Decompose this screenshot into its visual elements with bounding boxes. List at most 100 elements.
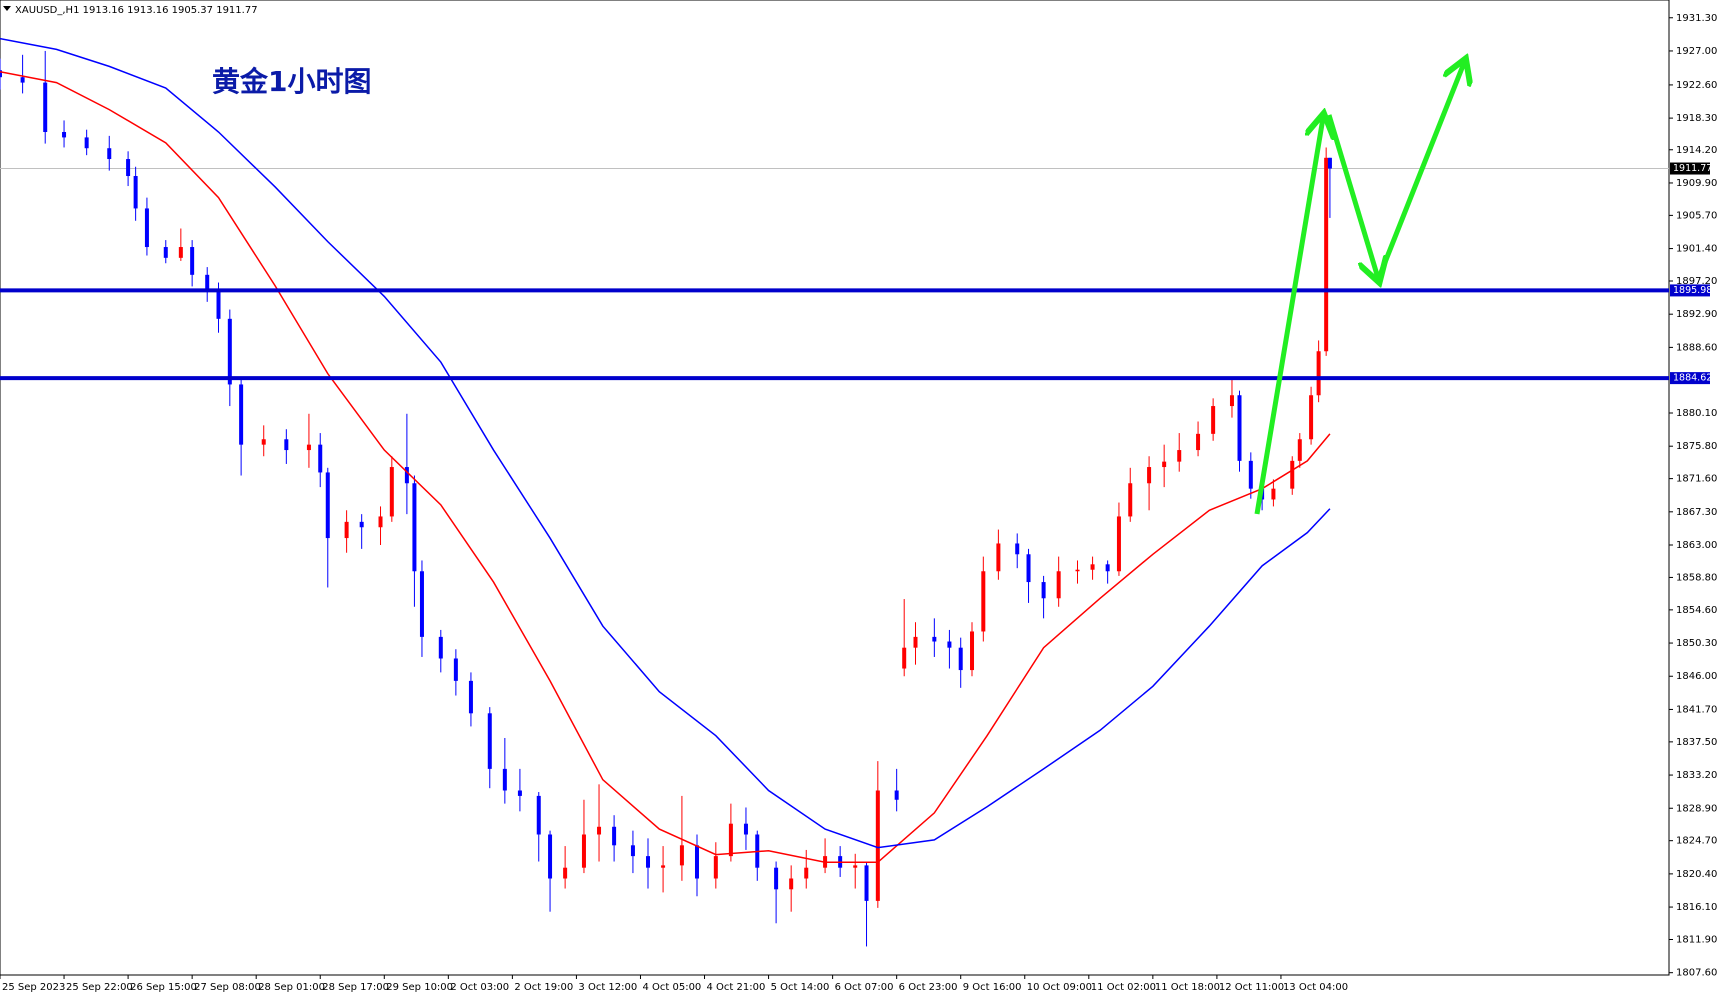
candle-body <box>517 790 522 796</box>
x-tick-label: 11 Oct 02:00 <box>1091 982 1156 993</box>
candle-body <box>804 867 809 879</box>
y-tick-label: 1880.10 <box>1676 408 1717 419</box>
candle-body <box>1309 395 1314 440</box>
candle-body <box>646 856 651 868</box>
x-tick-label: 28 Sep 17:00 <box>322 982 389 993</box>
candle-body <box>1075 569 1080 572</box>
candle-body <box>958 647 963 671</box>
x-tick-label: 25 Sep 2023 <box>2 982 65 993</box>
candle-body <box>932 636 937 642</box>
candle-body <box>412 483 417 572</box>
candle-body <box>1116 516 1121 572</box>
x-tick-label: 6 Oct 07:00 <box>835 982 894 993</box>
candle-body <box>1041 582 1046 599</box>
candle-body <box>1324 157 1329 352</box>
y-tick-label: 1905.70 <box>1676 210 1717 221</box>
candle-body <box>1248 460 1253 489</box>
chart-title: XAUUSD_,H1 1913.16 1913.16 1905.37 1911.… <box>15 5 258 16</box>
y-tick-label: 1918.30 <box>1676 113 1717 124</box>
y-tick-label: 1824.70 <box>1676 836 1717 847</box>
candle-body <box>468 680 473 714</box>
y-tick-label: 1871.60 <box>1676 474 1717 485</box>
x-tick-label: 10 Oct 09:00 <box>1027 982 1092 993</box>
x-tick-label: 26 Sep 15:00 <box>130 982 197 993</box>
candle-body <box>743 823 748 835</box>
y-tick-label: 1901.40 <box>1676 244 1717 255</box>
candle-body <box>62 132 67 138</box>
candle-body <box>133 176 138 209</box>
candle-body <box>1056 571 1061 599</box>
candle-body <box>239 384 244 445</box>
candle-body <box>661 865 666 868</box>
candle-body <box>453 658 458 681</box>
y-tick-label: 1846.00 <box>1676 671 1717 682</box>
candle-body <box>581 834 586 868</box>
candle-body <box>378 516 383 528</box>
candle-body <box>612 826 617 846</box>
level-tag <box>1670 372 1710 385</box>
y-tick-label: 1807.60 <box>1676 968 1717 979</box>
candle-body <box>126 159 131 177</box>
level-tag <box>1670 284 1710 297</box>
candle-body <box>389 467 394 517</box>
candle-body <box>679 845 684 866</box>
x-tick-label: 13 Oct 04:00 <box>1283 982 1348 993</box>
candle-body <box>487 713 492 769</box>
candle-body <box>216 291 221 319</box>
candle-body <box>1297 439 1302 461</box>
candle-body <box>1128 483 1133 517</box>
candle-body <box>318 444 323 473</box>
x-tick-label: 11 Oct 18:00 <box>1155 982 1220 993</box>
candle-body <box>597 826 602 835</box>
y-tick-label: 1820.40 <box>1676 869 1717 880</box>
x-tick-label: 12 Oct 11:00 <box>1219 982 1284 993</box>
candle-body <box>0 70 2 78</box>
y-tick-label: 1858.80 <box>1676 572 1717 583</box>
header-icon <box>3 6 11 11</box>
candle-body <box>902 647 907 669</box>
x-tick-label: 2 Oct 19:00 <box>514 982 573 993</box>
plot-layer <box>0 37 1669 947</box>
candle-body <box>404 467 409 484</box>
y-tick-label: 1828.90 <box>1676 803 1717 814</box>
moving-average <box>0 71 1331 864</box>
arrow-down <box>1326 114 1378 278</box>
y-tick-label: 1909.90 <box>1676 178 1717 189</box>
y-tick-label: 1854.60 <box>1676 605 1717 616</box>
candle-body <box>163 247 168 258</box>
y-tick-label: 1850.30 <box>1676 638 1717 649</box>
candle-body <box>344 521 349 539</box>
candle-body <box>1026 554 1031 583</box>
arrow-up <box>1375 63 1464 281</box>
candle-body <box>1015 543 1020 555</box>
candle-body <box>1211 406 1216 434</box>
x-tick-label: 29 Sep 10:00 <box>386 982 453 993</box>
candle-body <box>947 641 952 648</box>
x-tick-label: 27 Sep 08:00 <box>194 982 261 993</box>
candle-body <box>261 439 266 445</box>
candle-body <box>694 845 699 879</box>
x-tick-label: 28 Sep 01:00 <box>258 982 325 993</box>
x-tick-label: 5 Oct 14:00 <box>771 982 830 993</box>
candle-body <box>536 795 541 835</box>
candle-body <box>981 571 986 632</box>
candle-body <box>1290 460 1295 489</box>
candle-body <box>1237 395 1242 461</box>
y-tick-label: 1867.30 <box>1676 507 1717 518</box>
y-tick-label: 1833.20 <box>1676 770 1717 781</box>
y-tick-label: 1811.90 <box>1676 934 1717 945</box>
arrow-up <box>1254 118 1323 515</box>
candle-body <box>20 77 25 83</box>
candle-body <box>728 823 733 857</box>
candle-body <box>205 274 210 292</box>
x-tick-label: 25 Sep 22:00 <box>66 982 133 993</box>
candle-body <box>970 631 975 671</box>
candle-body <box>630 845 635 857</box>
candle-body <box>875 790 880 901</box>
candle-body <box>1147 467 1152 484</box>
candle-body <box>227 318 232 385</box>
x-tick-label: 2 Oct 03:00 <box>450 982 509 993</box>
candle-body <box>864 865 869 901</box>
candle-body <box>1196 433 1201 451</box>
candle-body <box>853 865 858 868</box>
